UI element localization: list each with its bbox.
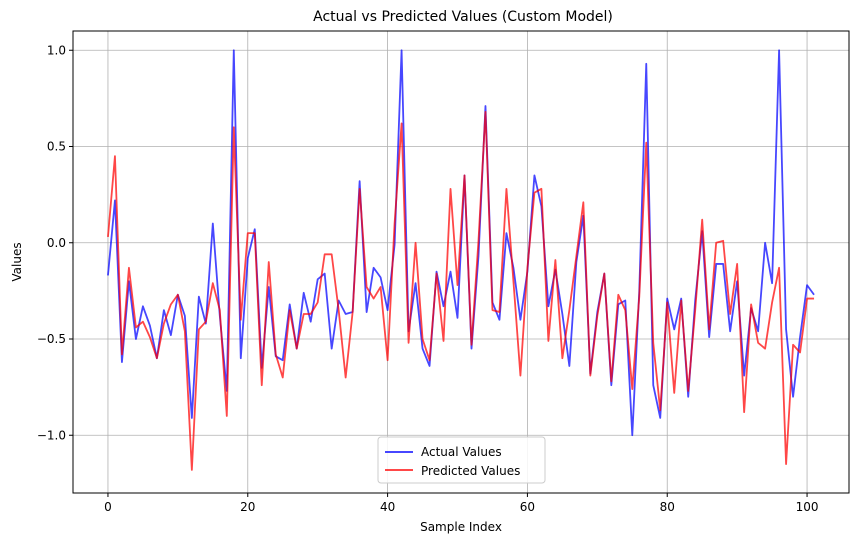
legend-label-actual: Actual Values xyxy=(421,445,502,459)
y-tick-label: 0.5 xyxy=(47,140,66,154)
y-tick-label: 0.0 xyxy=(47,236,66,250)
y-axis-label: Values xyxy=(10,242,24,281)
y-tick-label: −0.5 xyxy=(37,332,66,346)
chart-title: Actual vs Predicted Values (Custom Model… xyxy=(313,9,613,25)
x-tick-label: 20 xyxy=(240,500,255,514)
legend: Actual Values Predicted Values xyxy=(377,436,546,484)
x-tick-label: 0 xyxy=(104,500,112,514)
legend-box xyxy=(377,436,546,484)
x-tick-label: 80 xyxy=(660,500,675,514)
series-line-predicted xyxy=(107,110,815,471)
x-tick-label: 60 xyxy=(520,500,535,514)
axis-ticks: 0 20 40 60 80 100 −1.0 −0.5 0.0 0.5 1.0 xyxy=(37,43,819,514)
y-tick-label: 1.0 xyxy=(47,43,66,57)
series-layer xyxy=(107,49,815,471)
legend-label-predicted: Predicted Values xyxy=(421,464,520,478)
x-tick-label: 40 xyxy=(380,500,395,514)
x-axis-label: Sample Index xyxy=(420,520,502,534)
plot-area-frame xyxy=(72,30,850,494)
x-tick-label: 100 xyxy=(796,500,819,514)
y-tick-label: −1.0 xyxy=(37,428,66,442)
